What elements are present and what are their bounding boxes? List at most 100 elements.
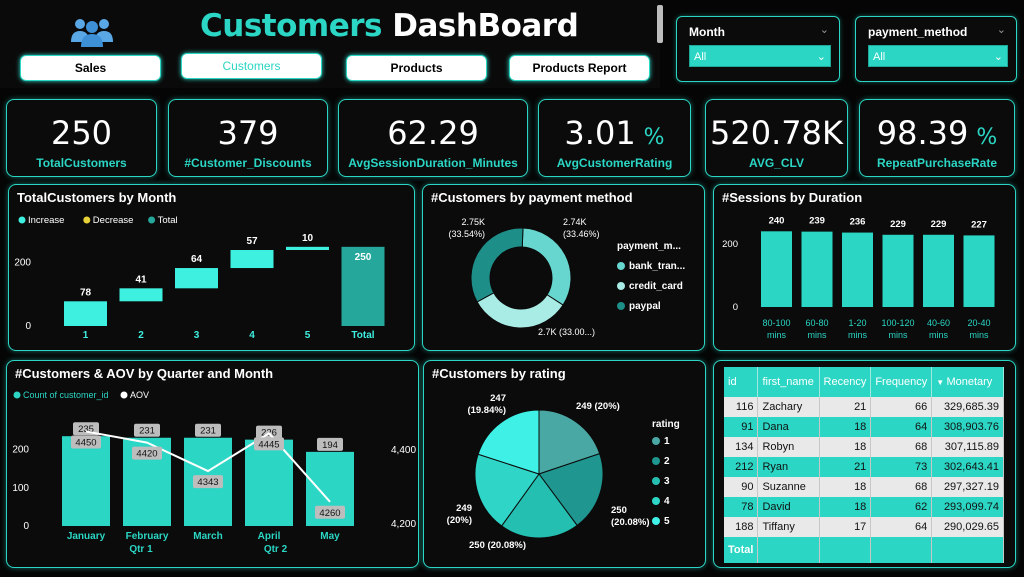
rating-pie-panel[interactable]: #Customers by rating 247 (19.84%) 249 (20%… xyxy=(423,360,706,568)
legend-label: bank_tran... xyxy=(629,261,685,272)
column-header-label: Monetary xyxy=(946,376,993,388)
data-label: 250 xyxy=(611,505,627,516)
combo-chart-panel[interactable]: #Customers & AOV by Quarter and Month Co… xyxy=(6,360,419,568)
legend-title: payment_m... xyxy=(617,241,681,252)
nav-customers-button[interactable]: Customers xyxy=(181,53,322,79)
kpi-caption: AvgCustomerRating xyxy=(556,156,673,170)
payment-dropdown-value: All xyxy=(873,51,886,63)
payment-slicer-label: payment_method xyxy=(868,25,968,39)
table-cell: 78 xyxy=(724,497,759,517)
table-cell: 116 xyxy=(724,397,759,417)
x-tick-label: mins xyxy=(848,330,868,340)
y-tick-label: 200 xyxy=(14,258,31,269)
table-cell: 68 xyxy=(870,477,933,497)
column-header-label: Recency xyxy=(823,376,867,388)
column-header[interactable]: id xyxy=(724,367,759,397)
table-row[interactable]: 134 Robyn 18 68 307,115.89 xyxy=(724,437,1004,457)
payment-method-slicer[interactable]: payment_method ⌄ All ⌄ xyxy=(855,16,1017,82)
data-label: 2.74K xyxy=(563,217,587,227)
people-icon xyxy=(68,14,116,48)
table-cell: 68 xyxy=(870,437,933,457)
donut-chart-panel[interactable]: #Customers by payment method 2.74K (33.46… xyxy=(422,184,705,351)
pie-slice xyxy=(474,453,540,527)
legend-label: credit_card xyxy=(629,281,683,292)
table-cell: 18 xyxy=(819,477,872,497)
customers-table-panel[interactable]: id first_name Recency Frequency ▼ Monetary 1… xyxy=(713,360,1016,568)
x-tick-label: 5 xyxy=(305,330,311,341)
month-dropdown[interactable]: All ⌄ xyxy=(689,45,831,67)
legend-marker xyxy=(652,437,660,445)
kpi-value: 250 xyxy=(50,114,113,152)
pie-slice xyxy=(500,473,578,539)
data-label-bg xyxy=(256,425,282,439)
column-header[interactable]: first_name xyxy=(757,367,820,397)
x-tick-label: Total xyxy=(351,330,374,341)
x-tick-label: March xyxy=(193,531,222,542)
data-label: 64 xyxy=(191,254,203,265)
data-label: 235 xyxy=(78,424,94,435)
waterfall-chart-panel[interactable]: TotalCustomers by Month Increase Decrease… xyxy=(8,184,415,351)
legend-marker xyxy=(148,216,156,224)
data-label: 250 (20.08%) xyxy=(469,540,526,551)
waterfall-chart: Increase Decrease Total 0 200 78 1 41 2 64 3 57 4 10 5… xyxy=(14,215,385,341)
payment-dropdown[interactable]: All ⌄ xyxy=(868,45,1008,67)
table-cell: 18 xyxy=(819,437,872,457)
total-row: Total xyxy=(724,537,1004,563)
customers-table[interactable]: id first_name Recency Frequency ▼ Monetary 1… xyxy=(724,367,1004,563)
donut-slice xyxy=(476,292,564,329)
waterfall-bar xyxy=(286,246,329,250)
count-bar xyxy=(62,436,110,526)
column-header[interactable]: Frequency xyxy=(870,367,933,397)
donut-slice xyxy=(521,227,572,306)
aov-label: 4445 xyxy=(258,439,279,450)
nav-products-report-button[interactable]: Products Report xyxy=(509,55,650,81)
data-label: 78 xyxy=(80,287,92,298)
table-row[interactable]: 78 David 18 62 293,099.74 xyxy=(724,497,1004,517)
month-dropdown-value: All xyxy=(694,51,707,63)
legend-marker xyxy=(652,517,660,525)
data-label-pct: (20.08%) xyxy=(611,517,650,528)
scrollbar[interactable] xyxy=(657,5,663,43)
data-label-pct: (19.84%) xyxy=(467,405,506,416)
data-label: 10 xyxy=(302,233,314,244)
kpi-card-avg-rating: 3.01% AvgCustomerRating xyxy=(538,99,691,177)
table-row[interactable]: 212 Ryan 21 73 302,643.41 xyxy=(724,457,1004,477)
data-label: 2.75K xyxy=(461,217,485,227)
aov-label: 4343 xyxy=(197,477,218,488)
table-cell: David xyxy=(757,497,820,517)
chevron-down-icon[interactable]: ⌄ xyxy=(819,24,829,36)
x-tick-label: 2 xyxy=(138,330,144,341)
column-header[interactable]: Recency xyxy=(819,367,872,397)
pie-slice xyxy=(477,409,540,475)
month-slicer[interactable]: Month ⌄ All ⌄ xyxy=(676,16,840,82)
table-row[interactable]: 90 Suzanne 18 68 297,327.19 xyxy=(724,477,1004,497)
table-row[interactable]: 116 Zachary 21 66 329,685.39 xyxy=(724,397,1004,417)
column-header[interactable]: ▼ Monetary xyxy=(931,367,1004,397)
data-label: 239 xyxy=(809,216,825,227)
x-tick-label: 100-120 xyxy=(881,318,914,328)
table-cell: 302,643.41 xyxy=(931,457,1004,477)
x-tick-label: 40-60 xyxy=(927,318,950,328)
nav-products-button[interactable]: Products xyxy=(346,55,487,81)
nav-sales-button[interactable]: Sales xyxy=(20,55,161,81)
kpi-caption: TotalCustomers xyxy=(36,156,127,170)
sessions-chart-panel[interactable]: #Sessions by Duration 0 200 240 80-100 mins 2… xyxy=(713,184,1016,351)
table-cell: 21 xyxy=(819,397,872,417)
kpi-caption: AvgSessionDuration_Minutes xyxy=(348,156,518,170)
table-cell: Tiffany xyxy=(757,517,820,537)
legend-label: 5 xyxy=(664,516,670,527)
legend-label: Count of customer_id xyxy=(23,390,109,400)
kpi-card-customer-discounts: 379 #Customer_Discounts xyxy=(168,99,328,177)
legend-label: 4 xyxy=(664,496,670,507)
kpi-caption: RepeatPurchaseRate xyxy=(876,156,998,170)
table-row[interactable]: 91 Dana 18 64 308,903.76 xyxy=(724,417,1004,437)
waterfall-bar xyxy=(119,288,163,302)
x-tick-label: mins xyxy=(969,330,989,340)
data-label-bg xyxy=(193,475,223,489)
kpi-card-avg-session: 62.29 AvgSessionDuration_Minutes xyxy=(338,99,528,177)
table-row[interactable]: 188 Tiffany 17 64 290,029.65 xyxy=(724,517,1004,537)
title-part-1: Customers xyxy=(200,8,382,44)
chevron-down-icon[interactable]: ⌄ xyxy=(996,24,1006,36)
chart-title: #Sessions by Duration xyxy=(722,190,863,205)
kpi-value: 379 xyxy=(217,114,279,152)
